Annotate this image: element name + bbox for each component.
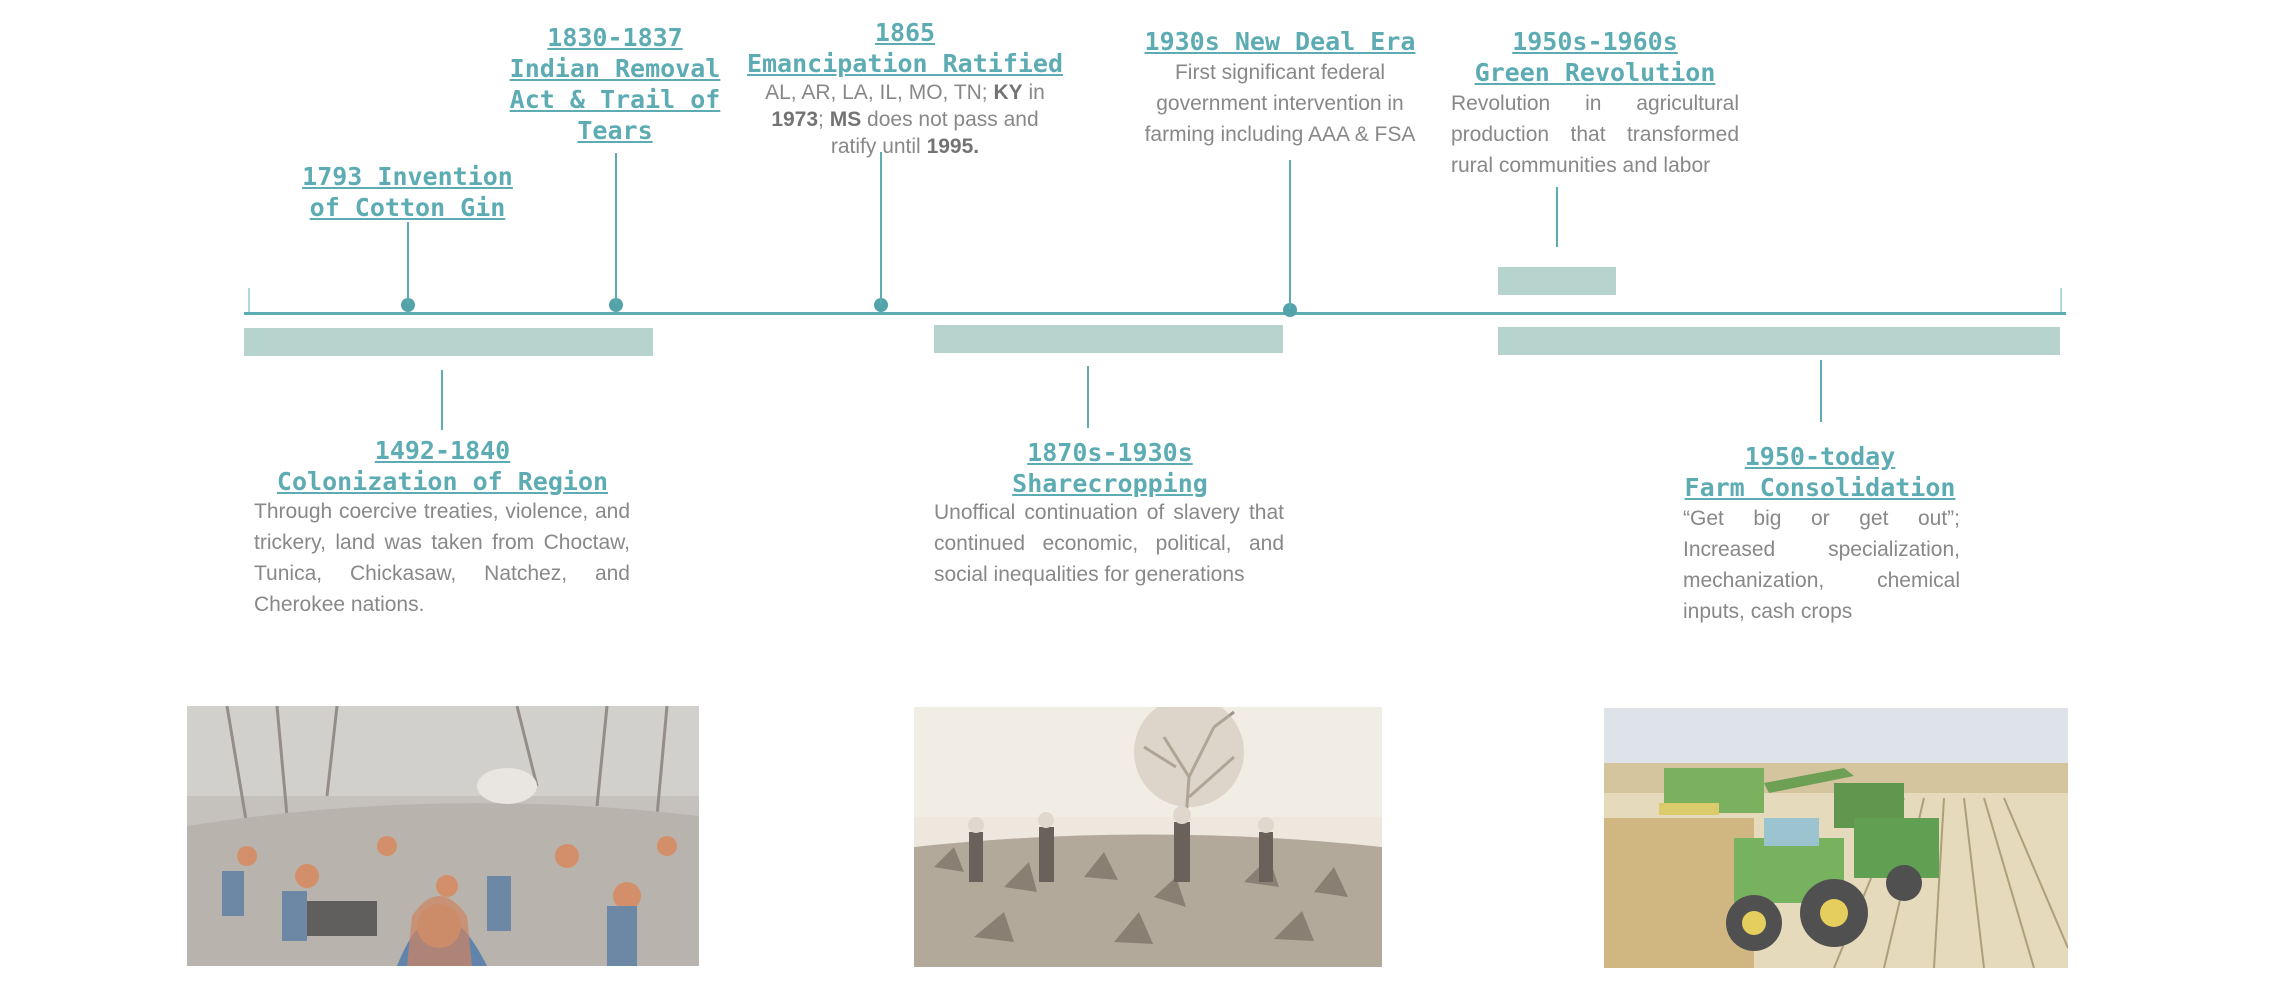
new-deal-connector (1289, 160, 1291, 309)
colonization-connector (441, 370, 443, 430)
consolidation-connector (1820, 360, 1822, 422)
sharecropping-title: 1870s-1930s Sharecropping (1012, 438, 1208, 498)
emancipation-marker (874, 298, 888, 312)
emancipation-description: AL, AR, LA, IL, MO, TN; KY in 1973; MS d… (765, 81, 1045, 158)
consolidation-period-bar (1498, 327, 2060, 355)
colonization-period-bar (244, 328, 653, 356)
green-revolution-connector (1556, 187, 1558, 247)
new-deal-marker (1283, 303, 1297, 317)
indian-removal-connector (615, 153, 617, 304)
consolidation-title: 1950-today Farm Consolidation (1684, 442, 1956, 502)
sharecropping-period-bar (934, 325, 1283, 353)
green-revolution-period-bar (1498, 267, 1616, 295)
trail-of-tears-painting-image (187, 706, 699, 966)
new-deal-title: 1930s New Deal Era (1144, 27, 1416, 56)
cotton-gin-connector (407, 222, 409, 304)
cotton-gin-title: 1793 Invention of Cotton Gin (302, 162, 513, 222)
indian-removal-title: 1830-1837 Indian Removal Act & Trail of … (509, 23, 721, 145)
sharecropping-description: Unoffical continuation of slavery that c… (934, 501, 1284, 586)
green-revolution-description: Revolution in agricultural production th… (1451, 92, 1739, 177)
emancipation-title: 1865 Emancipation Ratified (746, 18, 1064, 78)
sharecropping-connector (1087, 366, 1089, 428)
combine-harvester-photo-image (1604, 708, 2068, 968)
emancipation-connector (880, 152, 882, 304)
new-deal-description: First significant federal government int… (1144, 61, 1416, 146)
timeline-axis (244, 312, 2066, 315)
colonization-title: 1492-1840 Colonization of Region (276, 436, 609, 496)
sharecroppers-photo-image (914, 707, 1382, 967)
timeline-start-tick (248, 288, 250, 312)
timeline-end-tick (2060, 288, 2062, 312)
green-revolution-title: 1950s-1960s Green Revolution (1474, 27, 1716, 87)
indian-removal-marker (609, 298, 623, 312)
cotton-gin-marker (401, 298, 415, 312)
colonization-description: Through coercive treaties, violence, and… (254, 500, 630, 616)
consolidation-description: “Get big or get out”; Increased speciali… (1683, 507, 1960, 623)
